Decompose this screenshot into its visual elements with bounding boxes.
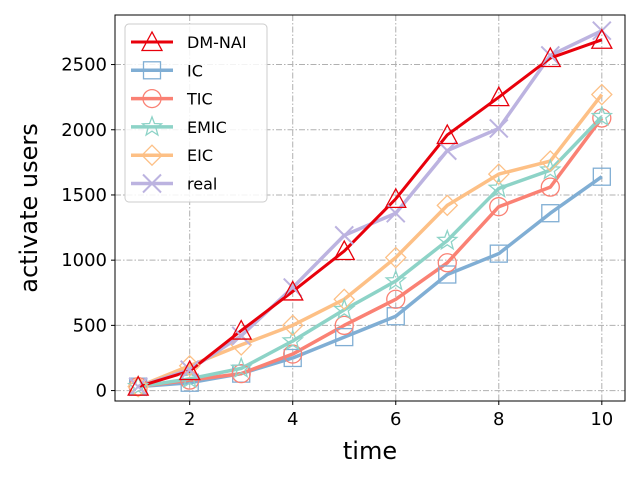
data-point-real [437,140,457,161]
data-point-real [128,376,148,397]
data-point-dm-nai [384,187,407,209]
data-point-tic [437,253,457,273]
data-point-real [334,225,354,246]
data-point-eic [539,150,562,172]
data-point-tic [386,289,406,309]
data-point-ic [489,244,508,263]
legend-label-emic: EMIC [187,118,227,137]
x-axis-ticks: 2 4 6 8 10 [184,401,613,430]
data-point-real [179,359,200,380]
legend-marker-real [142,173,162,194]
data-point-ic [335,327,354,347]
legend: DM-NAI IC TIC EMIC EIC real [124,23,268,203]
data-point-real [540,45,561,66]
y-tick-label: 2000 [61,120,107,141]
data-point-eic [384,246,407,269]
data-point-ic [541,204,560,223]
data-point-emic [281,329,305,351]
data-point-dm-nai [230,319,253,340]
x-tick-label: 4 [287,409,298,430]
data-point-emic [229,356,253,378]
series-lines [137,29,604,389]
data-point-eic [333,288,356,311]
data-point-eic [487,163,510,186]
data-point-eic [127,375,150,398]
data-point-tic [231,363,251,384]
series-markers [126,20,614,398]
data-point-dm-nai [178,359,201,381]
series-line-eic [137,93,604,389]
data-point-dm-nai [590,28,613,49]
data-point-dm-nai [436,123,459,145]
data-point-tic [592,108,612,128]
data-point-dm-nai [333,239,356,261]
y-tick-label: 500 [73,315,107,336]
data-point-emic [332,297,356,320]
plot-frame [114,14,626,402]
legend-marker-eic [141,144,163,167]
data-point-eic [590,83,613,106]
y-tick-label: 1000 [61,250,107,271]
y-tick-label: 0 [96,381,107,402]
data-point-dm-nai [487,85,510,107]
data-point-real [231,326,251,346]
legend-label-real: real [187,175,217,194]
x-tick-label: 10 [590,409,613,430]
legend-marker-tic [142,88,162,109]
y-tick-label: 1500 [61,185,107,206]
data-point-emic [384,269,408,291]
data-point-emic [435,228,459,251]
data-point-emic [539,158,562,180]
legend-marker-ic [142,61,162,80]
legend-marker-emic [140,115,164,137]
data-point-tic [489,197,509,217]
data-point-dm-nai [127,375,150,396]
series-line-dm-nai [137,38,603,389]
data-point-emic [590,104,614,127]
y-tick-label: 2500 [61,55,107,76]
y-axis-ticks: 0 500 1000 1500 2000 2500 [61,55,115,402]
legend-label-tic: TIC [186,90,213,109]
legend-marker-dm-nai [140,30,164,52]
x-axis-label: time [343,437,397,465]
data-point-emic [487,176,511,199]
data-point-dm-nai [539,46,562,68]
data-point-eic [281,314,304,337]
y-axis-label: activate users [15,123,43,293]
legend-label-dm-nai: DM-NAI [187,33,247,52]
data-point-ic [438,265,457,284]
data-point-dm-nai [281,280,304,301]
data-point-real [489,118,509,139]
data-point-tic [540,177,560,197]
x-tick-label: 8 [493,409,504,430]
data-point-ic [592,167,611,186]
series-line-emic [137,115,604,389]
data-point-eic [436,194,459,217]
x-tick-label: 6 [390,409,401,430]
legend-label-ic: IC [187,61,203,80]
series-line-tic [137,116,604,389]
legend-label-eic: EIC [187,146,213,165]
data-point-tic [334,315,354,336]
x-tick-label: 2 [184,409,195,430]
